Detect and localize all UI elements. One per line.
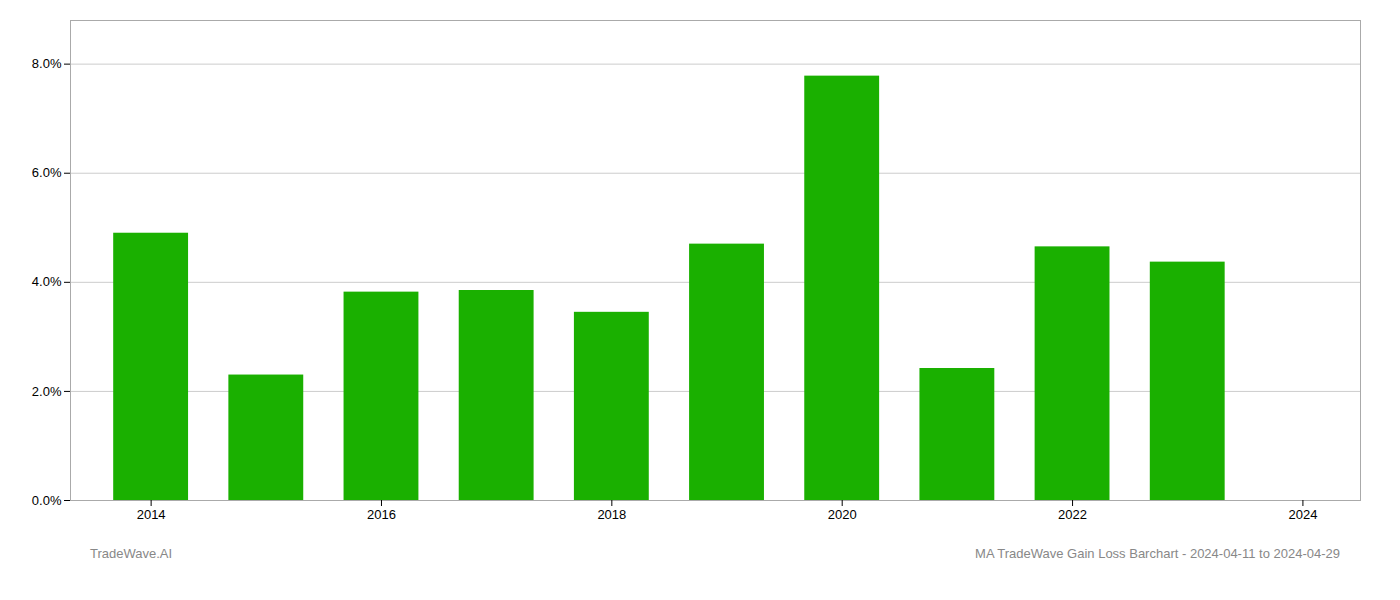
html-text:TradeWave.AI: TradeWave.AI	[90, 546, 173, 561]
svg-text:2020: 2020	[828, 507, 857, 522]
html-text:MA TradeWave Gain Loss Barchar: MA TradeWave Gain Loss Barchart - 2024-0…	[975, 546, 1340, 561]
svg-text:2022: 2022	[1058, 507, 1087, 522]
svg-text:2018: 2018	[597, 507, 626, 522]
svg-text:8.0%: 8.0%	[32, 56, 62, 71]
svg-text:0.0%: 0.0%	[32, 493, 62, 508]
svg-text:2.0%: 2.0%	[32, 384, 62, 399]
svg-text:6.0%: 6.0%	[32, 165, 62, 180]
svg-text:2024: 2024	[1288, 507, 1317, 522]
svg-text:2014: 2014	[137, 507, 166, 522]
svg-text:2016: 2016	[367, 507, 396, 522]
svg-text:4.0%: 4.0%	[32, 274, 62, 289]
